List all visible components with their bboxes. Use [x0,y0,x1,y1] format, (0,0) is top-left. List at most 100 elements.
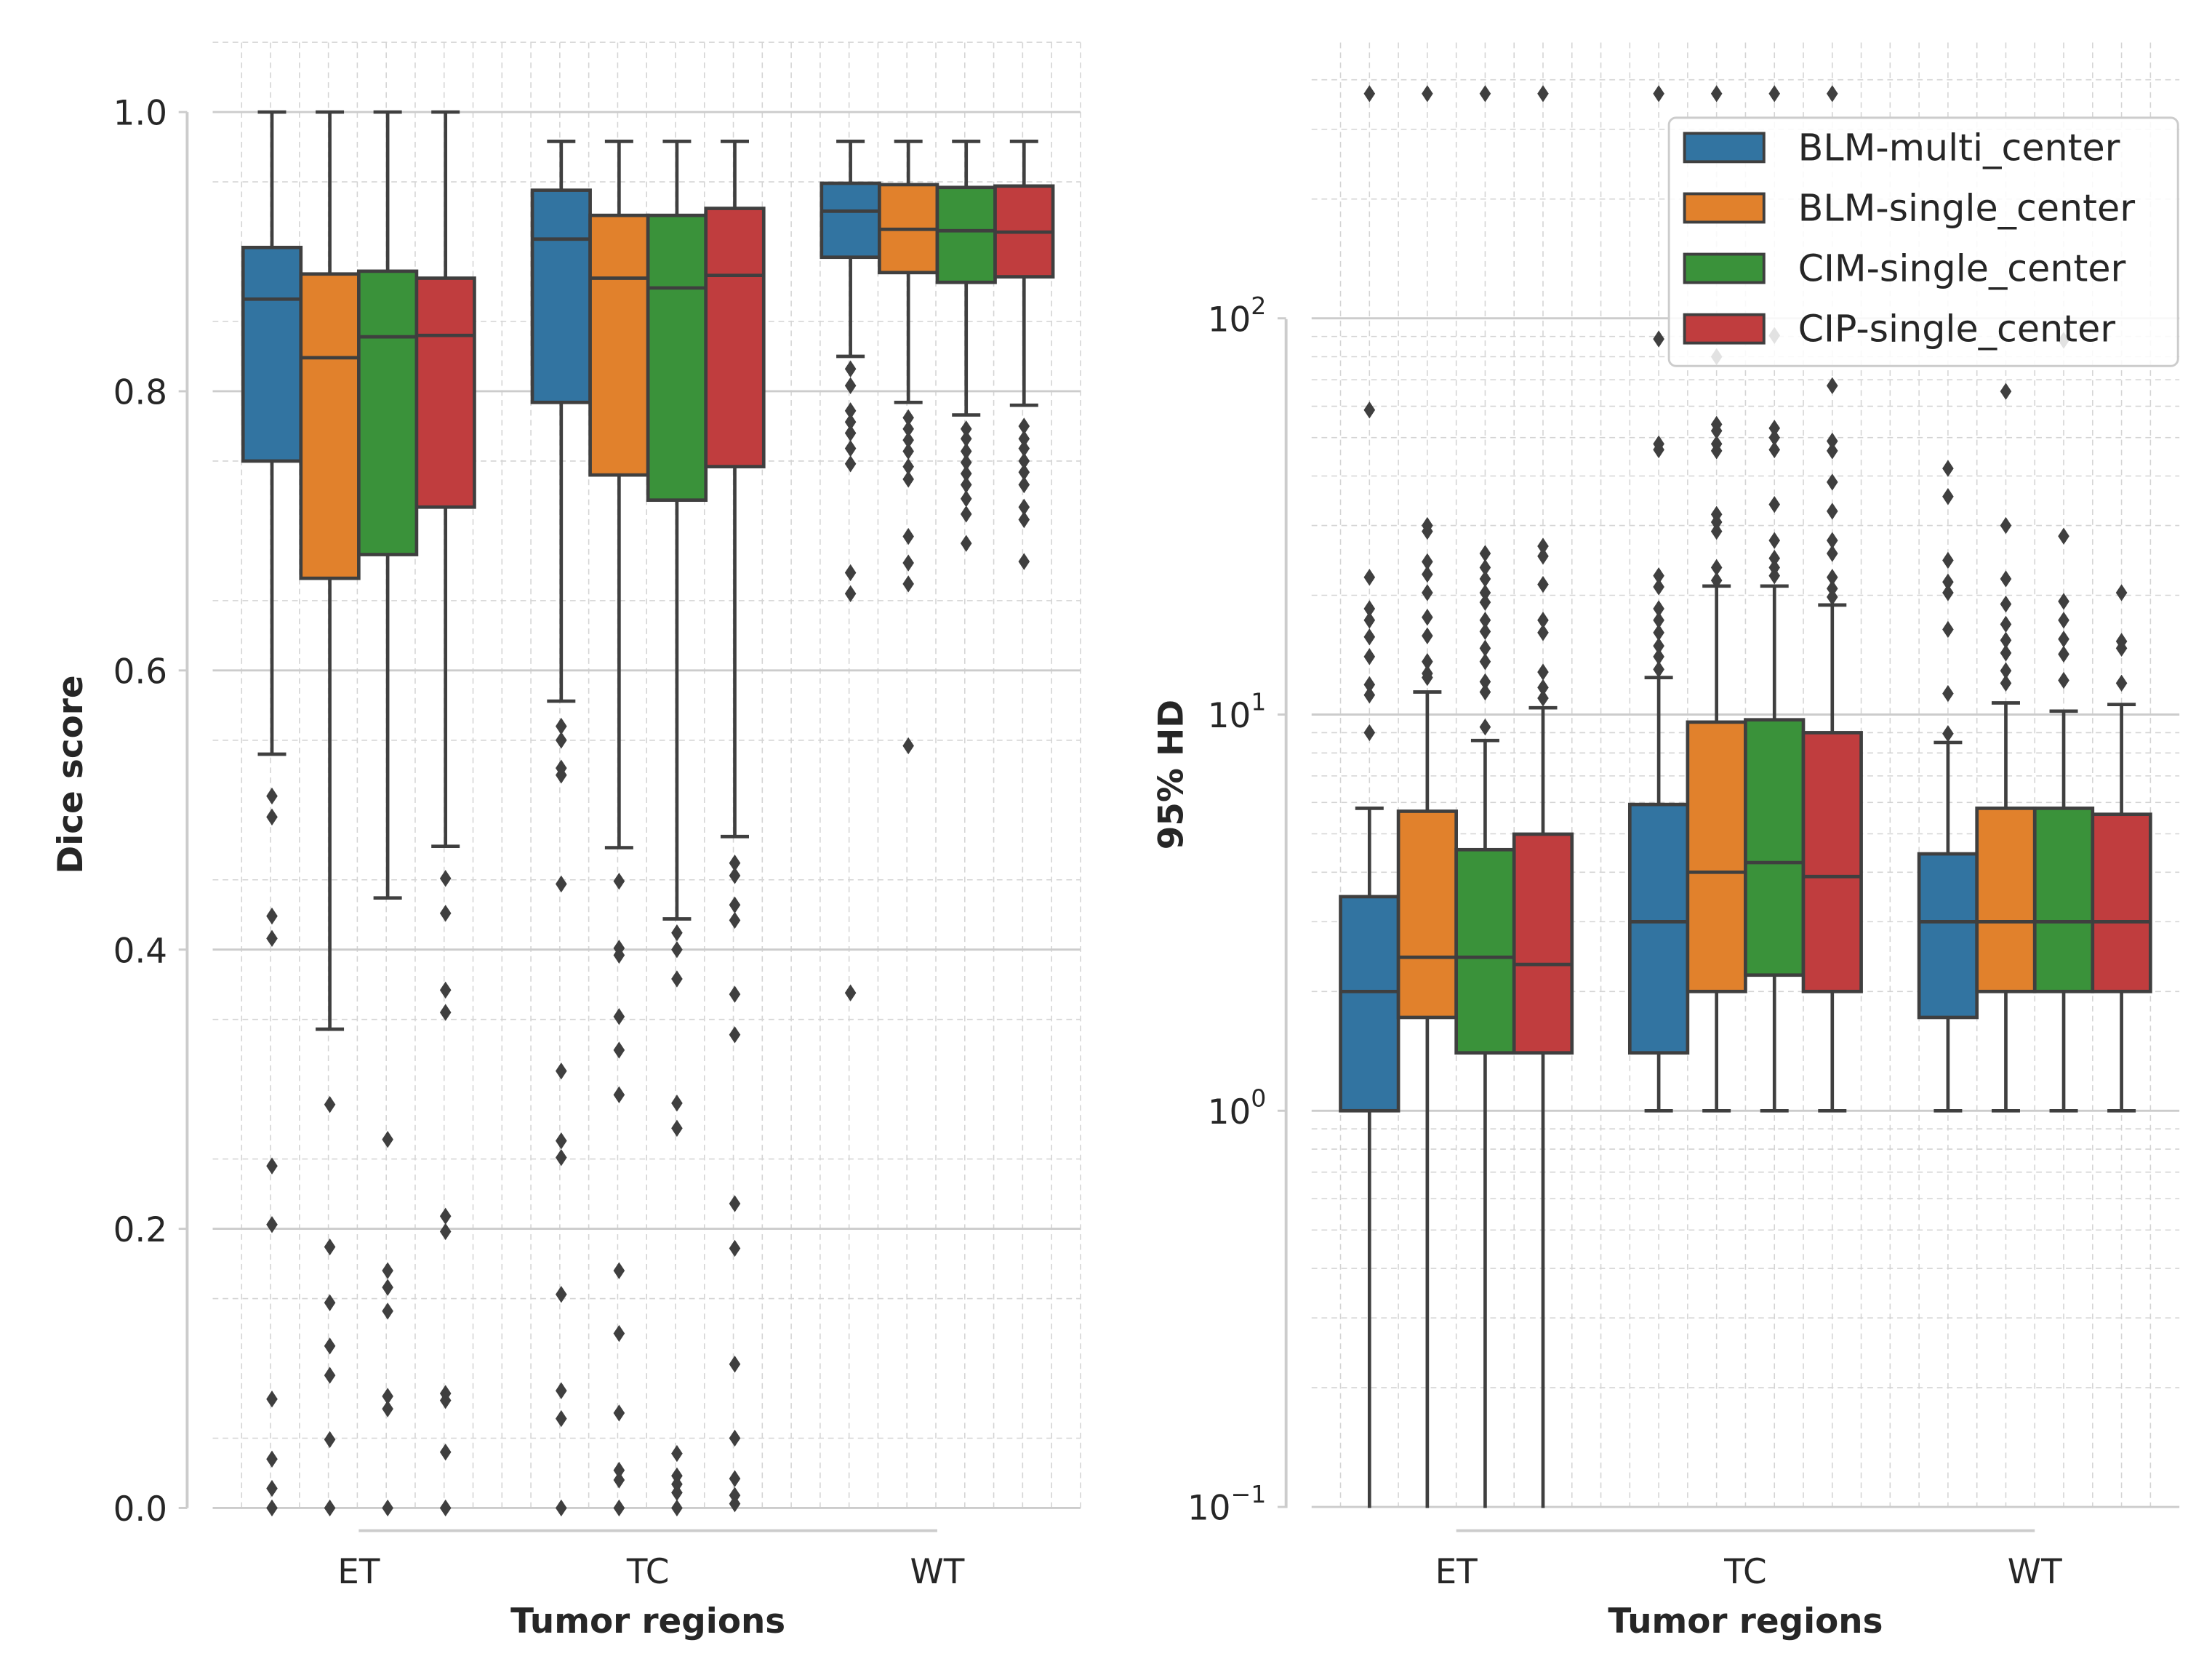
outlier-point [729,867,741,884]
outlier-point [1942,488,1954,505]
outlier-point [671,940,683,959]
outlier-point [439,1443,452,1461]
outlier-point [1537,548,1549,565]
legend-swatch [1683,313,1766,345]
outlier-point [902,431,914,449]
outlier-point [671,1499,683,1517]
outlier-point [1422,668,1433,687]
outlier-point [613,1404,625,1422]
box-iqr [1917,852,1979,1020]
y-tick-label: 0.2 [113,1211,167,1250]
box-iqr [935,185,997,284]
outlier-point [671,970,683,988]
outlier-point [1479,623,1491,641]
outlier-point [844,984,857,1001]
outlier-point [1537,85,1549,103]
outlier-point [902,554,914,572]
outlier-point [613,1008,625,1025]
box-iqr [530,188,592,404]
outlier-point [556,1382,567,1399]
outlier-point [613,1499,625,1517]
y-tick-label: 100 [1208,1084,1267,1132]
outlier-point [1942,620,1954,639]
outlier-point [1018,476,1030,494]
outlier-point [1479,570,1491,588]
outlier-point [266,1450,278,1468]
outlier-point [324,1499,336,1517]
outlier-point [1942,460,1954,477]
outlier-point [556,767,567,784]
outlier-point [1479,673,1491,691]
outlier-point [902,442,914,460]
box-CIP-single_center-TC [704,140,766,1513]
outlier-point [1018,417,1030,435]
outlier-point [1942,725,1954,743]
outlier-point [266,929,278,948]
outlier-point [439,1004,452,1021]
box-CIM-single_center-ET [1454,85,1516,1508]
box-CIP-single_center-WT [2091,584,2152,1113]
box-iqr [1975,807,2037,993]
outlier-point [729,1429,741,1447]
outlier-point [1768,495,1781,513]
outlier-point [266,1157,278,1175]
box-iqr [241,245,303,463]
box-iqr [1744,718,1806,977]
outlier-point [671,1444,683,1463]
outlier-point [1942,684,1954,703]
outlier-point [1826,432,1838,450]
legend-swatch [1683,192,1766,224]
box-iqr [646,213,708,503]
outlier-point [266,808,278,826]
outlier-point [960,420,972,438]
outlier-point [556,1062,567,1080]
outlier-point [1710,572,1723,589]
outlier-point [729,1026,741,1044]
box-CIM-single_center-ET [357,110,419,1517]
outlier-point [1479,593,1491,611]
box-CIM-single_center-TC [646,140,708,1517]
y-tick-exponent: 0 [1251,1084,1266,1112]
outlier-point [844,360,857,377]
outlier-point [613,1041,625,1059]
outlier-point [1537,624,1549,641]
y-tick-base: 10 [1208,1093,1251,1132]
outlier-point [671,1095,683,1112]
outlier-point [902,575,914,593]
outlier-point [613,1324,625,1343]
box-CIM-single_center-WT [2032,332,2095,1113]
outlier-point [382,1400,393,1417]
outlier-point [556,1148,567,1167]
outlier-point [1479,85,1491,103]
outlier-point [1018,439,1030,457]
y-tick-label: 1.0 [113,95,167,134]
box-BLM-multi_center-WT [820,140,881,1001]
x-tick-label: WT [910,1553,965,1592]
box-iqr [1627,802,1690,1055]
x-tick-label: WT [2008,1553,2062,1592]
box-iqr [414,276,476,509]
outlier-point [671,1119,683,1137]
y-axis-label: 95% HD [1152,700,1191,849]
box-iqr [2091,812,2152,993]
outlier-point [439,1499,452,1517]
outlier-point [1768,549,1781,567]
y-tick-label: 102 [1208,292,1267,340]
outlier-point [1537,612,1549,629]
box-BLM-single_center-TC [588,140,650,1517]
outlier-point [1653,85,1664,103]
box-iqr [357,269,419,556]
outlier-point [844,564,857,582]
outlier-point [324,1096,336,1113]
outlier-point [1018,452,1030,470]
outlier-point [2000,570,2012,588]
outlier-point [439,981,452,999]
box-BLM-multi_center-WT [1917,460,1979,1113]
legend-swatch [1683,132,1766,164]
outlier-point [1363,724,1376,742]
outlier-point [1422,522,1433,540]
outlier-point [1537,663,1549,681]
outlier-point [2115,584,2128,601]
outlier-point [439,1223,452,1241]
